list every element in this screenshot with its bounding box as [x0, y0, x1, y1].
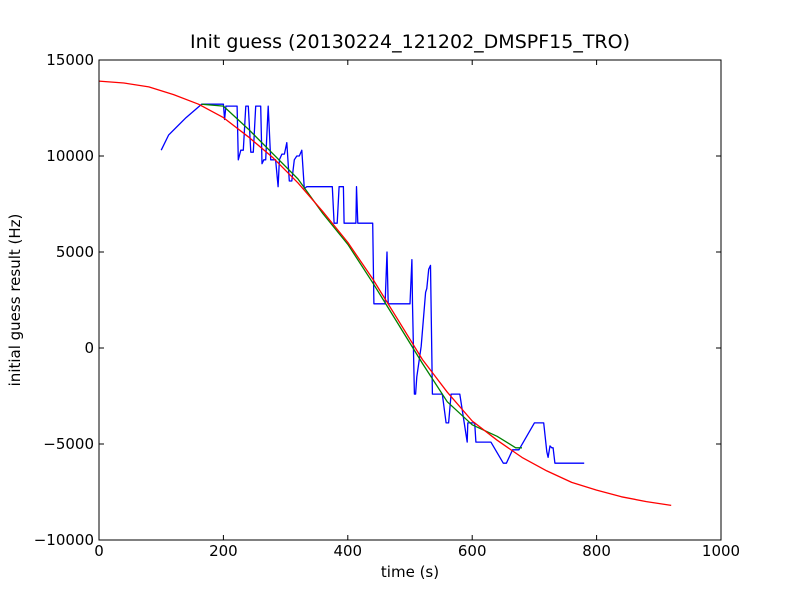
- y-tick-label: −5000: [43, 435, 94, 453]
- plot-area-frame: [98, 59, 722, 541]
- x-tick-label: 200: [209, 542, 238, 560]
- x-axis-label: time (s): [381, 563, 439, 581]
- x-tick-label: 600: [458, 542, 487, 560]
- series-line-3: [98, 80, 672, 507]
- y-tick-label: 5000: [56, 243, 94, 261]
- ticks: 0 200 400 600 800 1000 −10000 −5000 0 5000 10000 15…: [34, 51, 740, 560]
- x-tick-label: 800: [582, 542, 611, 560]
- x-tick-label: 400: [333, 542, 362, 560]
- chart-title: Init guess (20130224_121202_DMSPF15_TRO): [190, 31, 630, 53]
- y-tick-label: 0: [84, 339, 94, 357]
- x-tick-label: 1000: [702, 542, 740, 560]
- series-line-2: [201, 103, 522, 449]
- x-tick-label: 0: [94, 542, 104, 560]
- y-axis-label: initial guess result (Hz): [6, 214, 24, 387]
- y-tick-label: 10000: [46, 147, 94, 165]
- y-tick-label: 15000: [46, 51, 94, 69]
- series-group: [98, 80, 672, 507]
- y-tick-label: −10000: [34, 531, 94, 549]
